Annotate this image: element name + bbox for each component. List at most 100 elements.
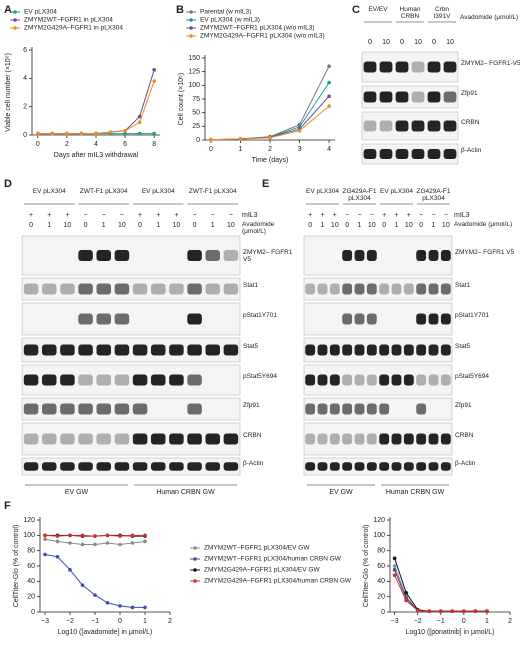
treatment-label: Avadomide (μmol/L) <box>242 221 275 235</box>
data-point <box>105 541 110 545</box>
band <box>329 374 340 386</box>
band <box>114 283 130 295</box>
mil3-sign: + <box>29 212 33 219</box>
legend-marker <box>189 26 193 30</box>
mil3-sign: + <box>333 212 337 219</box>
data-point <box>55 534 60 538</box>
band <box>366 433 377 445</box>
row-label: Zfp91 <box>243 402 260 409</box>
band <box>366 250 377 261</box>
blot-frame <box>303 397 453 421</box>
data-point <box>152 131 156 136</box>
mil3-sign: + <box>138 212 142 219</box>
data-point <box>68 568 72 572</box>
band <box>114 250 130 261</box>
band <box>96 283 112 295</box>
band <box>60 344 75 356</box>
y-tick-label: 0 <box>196 137 200 144</box>
band <box>427 61 441 73</box>
band <box>427 91 441 103</box>
data-point <box>152 68 156 72</box>
row-label: pStat1Y701 <box>243 312 277 319</box>
band <box>41 374 57 386</box>
x-tick-label: 1 <box>239 146 243 153</box>
x-tick-label: 8 <box>152 141 156 148</box>
band <box>132 374 148 386</box>
band <box>187 403 202 415</box>
band <box>329 283 340 295</box>
y-tick-label: 120 <box>23 517 35 524</box>
row-label: Zfp91 <box>455 402 472 409</box>
band <box>114 344 130 356</box>
x-tick-label: 2 <box>508 618 512 625</box>
band <box>379 149 393 159</box>
band <box>416 313 427 325</box>
band <box>366 344 377 356</box>
row-label: β-Actin <box>461 147 482 154</box>
band <box>354 374 365 386</box>
data-point <box>68 533 72 538</box>
dose-label: 0 <box>382 222 386 229</box>
x-tick-label: 0 <box>209 146 213 153</box>
mil3-sign: − <box>419 212 423 219</box>
band <box>411 120 425 132</box>
bottom-label: Human CRBN GW <box>156 489 215 496</box>
band <box>440 374 451 386</box>
row-label: pStat5Y694 <box>455 373 489 380</box>
band <box>342 433 353 445</box>
band <box>363 61 377 73</box>
band <box>132 344 148 356</box>
band <box>416 374 427 386</box>
series-line <box>394 569 487 612</box>
legend-marker <box>13 26 17 30</box>
band <box>416 403 427 415</box>
dose-label: 1 <box>395 222 399 229</box>
band <box>416 283 427 295</box>
band <box>354 250 365 261</box>
row-label: ZMYM2– FGFR1 V5 <box>455 248 515 256</box>
band <box>78 462 93 471</box>
band <box>223 344 239 356</box>
mil3-sign: − <box>211 212 215 219</box>
band <box>205 462 221 471</box>
dose-label: 0 <box>345 222 349 229</box>
mil3-sign: + <box>156 212 160 219</box>
data-point <box>130 605 135 610</box>
data-point <box>427 609 432 614</box>
band <box>317 462 328 471</box>
x-tick-label: 1 <box>485 618 489 625</box>
x-tick-label: −1 <box>437 618 445 625</box>
band <box>169 283 184 295</box>
data-point <box>80 533 85 538</box>
band <box>395 149 409 159</box>
y-tick-label: 100 <box>23 532 35 539</box>
band <box>41 344 57 356</box>
panel-label: B <box>176 4 184 16</box>
legend-label: ZMYM2WT–FGFR1 in pLX304 <box>24 17 113 24</box>
dose-label: 0 <box>138 222 142 229</box>
legend-marker <box>189 34 193 38</box>
band <box>329 462 340 471</box>
legend-label: EV pLX304 (w mIL3) <box>200 17 260 24</box>
data-point <box>268 136 272 140</box>
y-tick-label: 0 <box>381 609 385 616</box>
band <box>427 120 441 132</box>
legend-label: ZMYM2WT–FGFR1 pLX304/EV GW <box>204 545 310 552</box>
band <box>96 433 112 445</box>
band <box>187 433 202 445</box>
group-header: Crbn I391V <box>433 6 451 20</box>
band <box>78 313 93 325</box>
band <box>114 374 130 386</box>
band <box>403 374 414 386</box>
x-tick-label: 2 <box>168 618 172 625</box>
series-line <box>210 65 330 141</box>
dose-label: 1 <box>102 222 106 229</box>
y-tick-label: 6 <box>23 47 27 54</box>
row-label: Stat5 <box>455 343 471 350</box>
x-tick-label: −3 <box>41 618 49 625</box>
band <box>132 403 148 415</box>
dose-label: 10 <box>414 39 422 46</box>
blot-frame <box>303 277 453 301</box>
blot-frame <box>21 422 241 456</box>
